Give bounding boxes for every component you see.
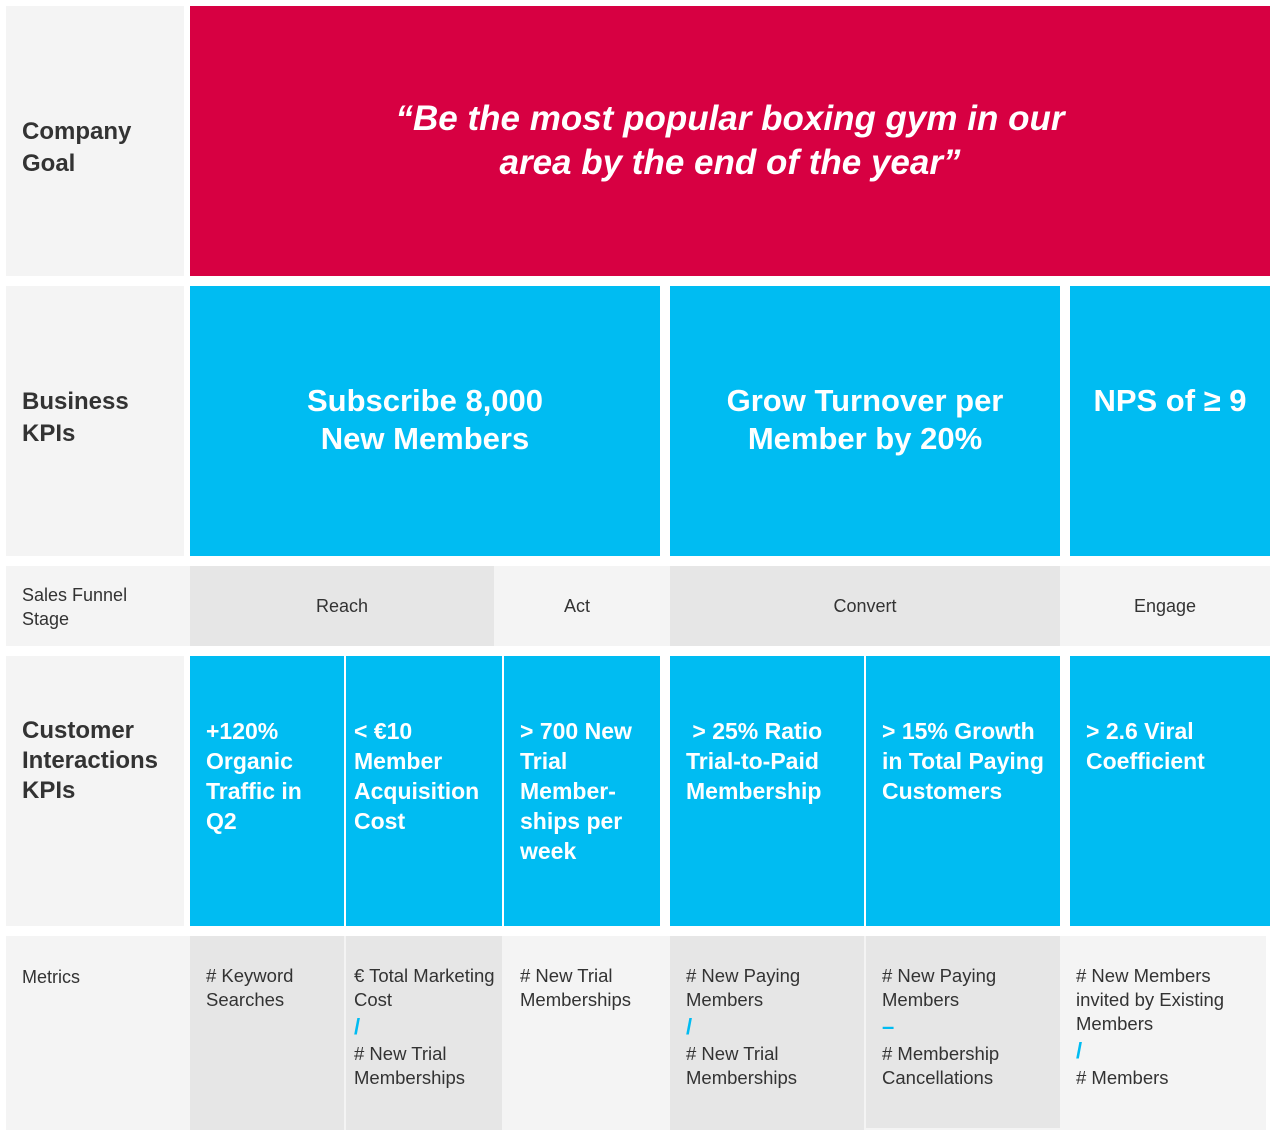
metric-cell: € Total Marketing Cost / # New Trial Membe… — [346, 936, 502, 1130]
stage-convert: Convert — [670, 566, 1060, 646]
metric-subtrahend: # Membership Cancellations — [882, 1043, 1000, 1088]
customer-kpi: > 2.6 Viral Coefficient — [1070, 656, 1270, 926]
metric-minuend: # New Paying Members — [882, 965, 997, 1010]
divide-operator: / — [1076, 1038, 1083, 1063]
business-kpi: NPS of ≥ 9 — [1070, 286, 1270, 556]
metric-text: # Keyword Searches — [206, 965, 294, 1010]
divide-operator: / — [354, 1014, 361, 1039]
label-business-kpis: Business KPIs — [6, 286, 184, 556]
metric-cell: # New Members invited by Existing Member… — [1060, 936, 1266, 1130]
metric-text: # New Trial Memberships — [520, 965, 632, 1010]
label-text: Company Goal — [22, 118, 132, 177]
customer-kpi: < €10 Member Acquisition Cost — [346, 656, 502, 926]
metric-denominator: # New Trial Memberships — [354, 1043, 466, 1088]
stage-reach: Reach — [190, 566, 494, 646]
label-company-goal: Company Goal — [6, 6, 184, 276]
business-kpi: Grow Turnover per Member by 20% — [670, 286, 1060, 556]
customer-kpi: +120% Organic Traffic in Q2 — [190, 656, 344, 926]
label-text: Customer Interactions KPIs — [22, 717, 159, 804]
stage-engage: Engage — [1060, 566, 1270, 646]
minus-operator: – — [882, 1014, 895, 1039]
label-customer-kpis: Customer Interactions KPIs — [6, 656, 184, 926]
label-text: Metrics — [22, 967, 80, 987]
metric-numerator: # New Members invited by Existing Member… — [1076, 965, 1225, 1034]
divide-operator: / — [686, 1014, 693, 1039]
label-text: Sales Funnel Stage — [22, 585, 128, 629]
label-text: Business KPIs — [22, 388, 129, 447]
metric-denominator: # Members — [1076, 1067, 1169, 1088]
customer-kpi: > 700 New Trial Member-ships per week — [504, 656, 660, 926]
metric-numerator: € Total Marketing Cost — [354, 965, 495, 1010]
company-goal-box: “Be the most popular boxing gym in our a… — [190, 6, 1270, 276]
stage-act: Act — [494, 566, 660, 646]
metric-denominator: # New Trial Memberships — [686, 1043, 798, 1088]
metric-cell: # Keyword Searches — [190, 936, 344, 1130]
metric-numerator: # New Paying Members — [686, 965, 801, 1010]
customer-kpi: > 25% Ratio Trial-to-Paid Membership — [670, 656, 864, 926]
business-kpi: Subscribe 8,000 New Members — [190, 286, 660, 556]
metric-cell: # New Paying Members / # New Trial Members… — [670, 936, 864, 1130]
metric-cell: # New Trial Memberships — [504, 936, 660, 1130]
customer-kpi: > 15% Growth in Total Paying Customers — [866, 656, 1060, 926]
metric-cell: # New Paying Members – # Membership Cancel… — [866, 936, 1060, 1128]
